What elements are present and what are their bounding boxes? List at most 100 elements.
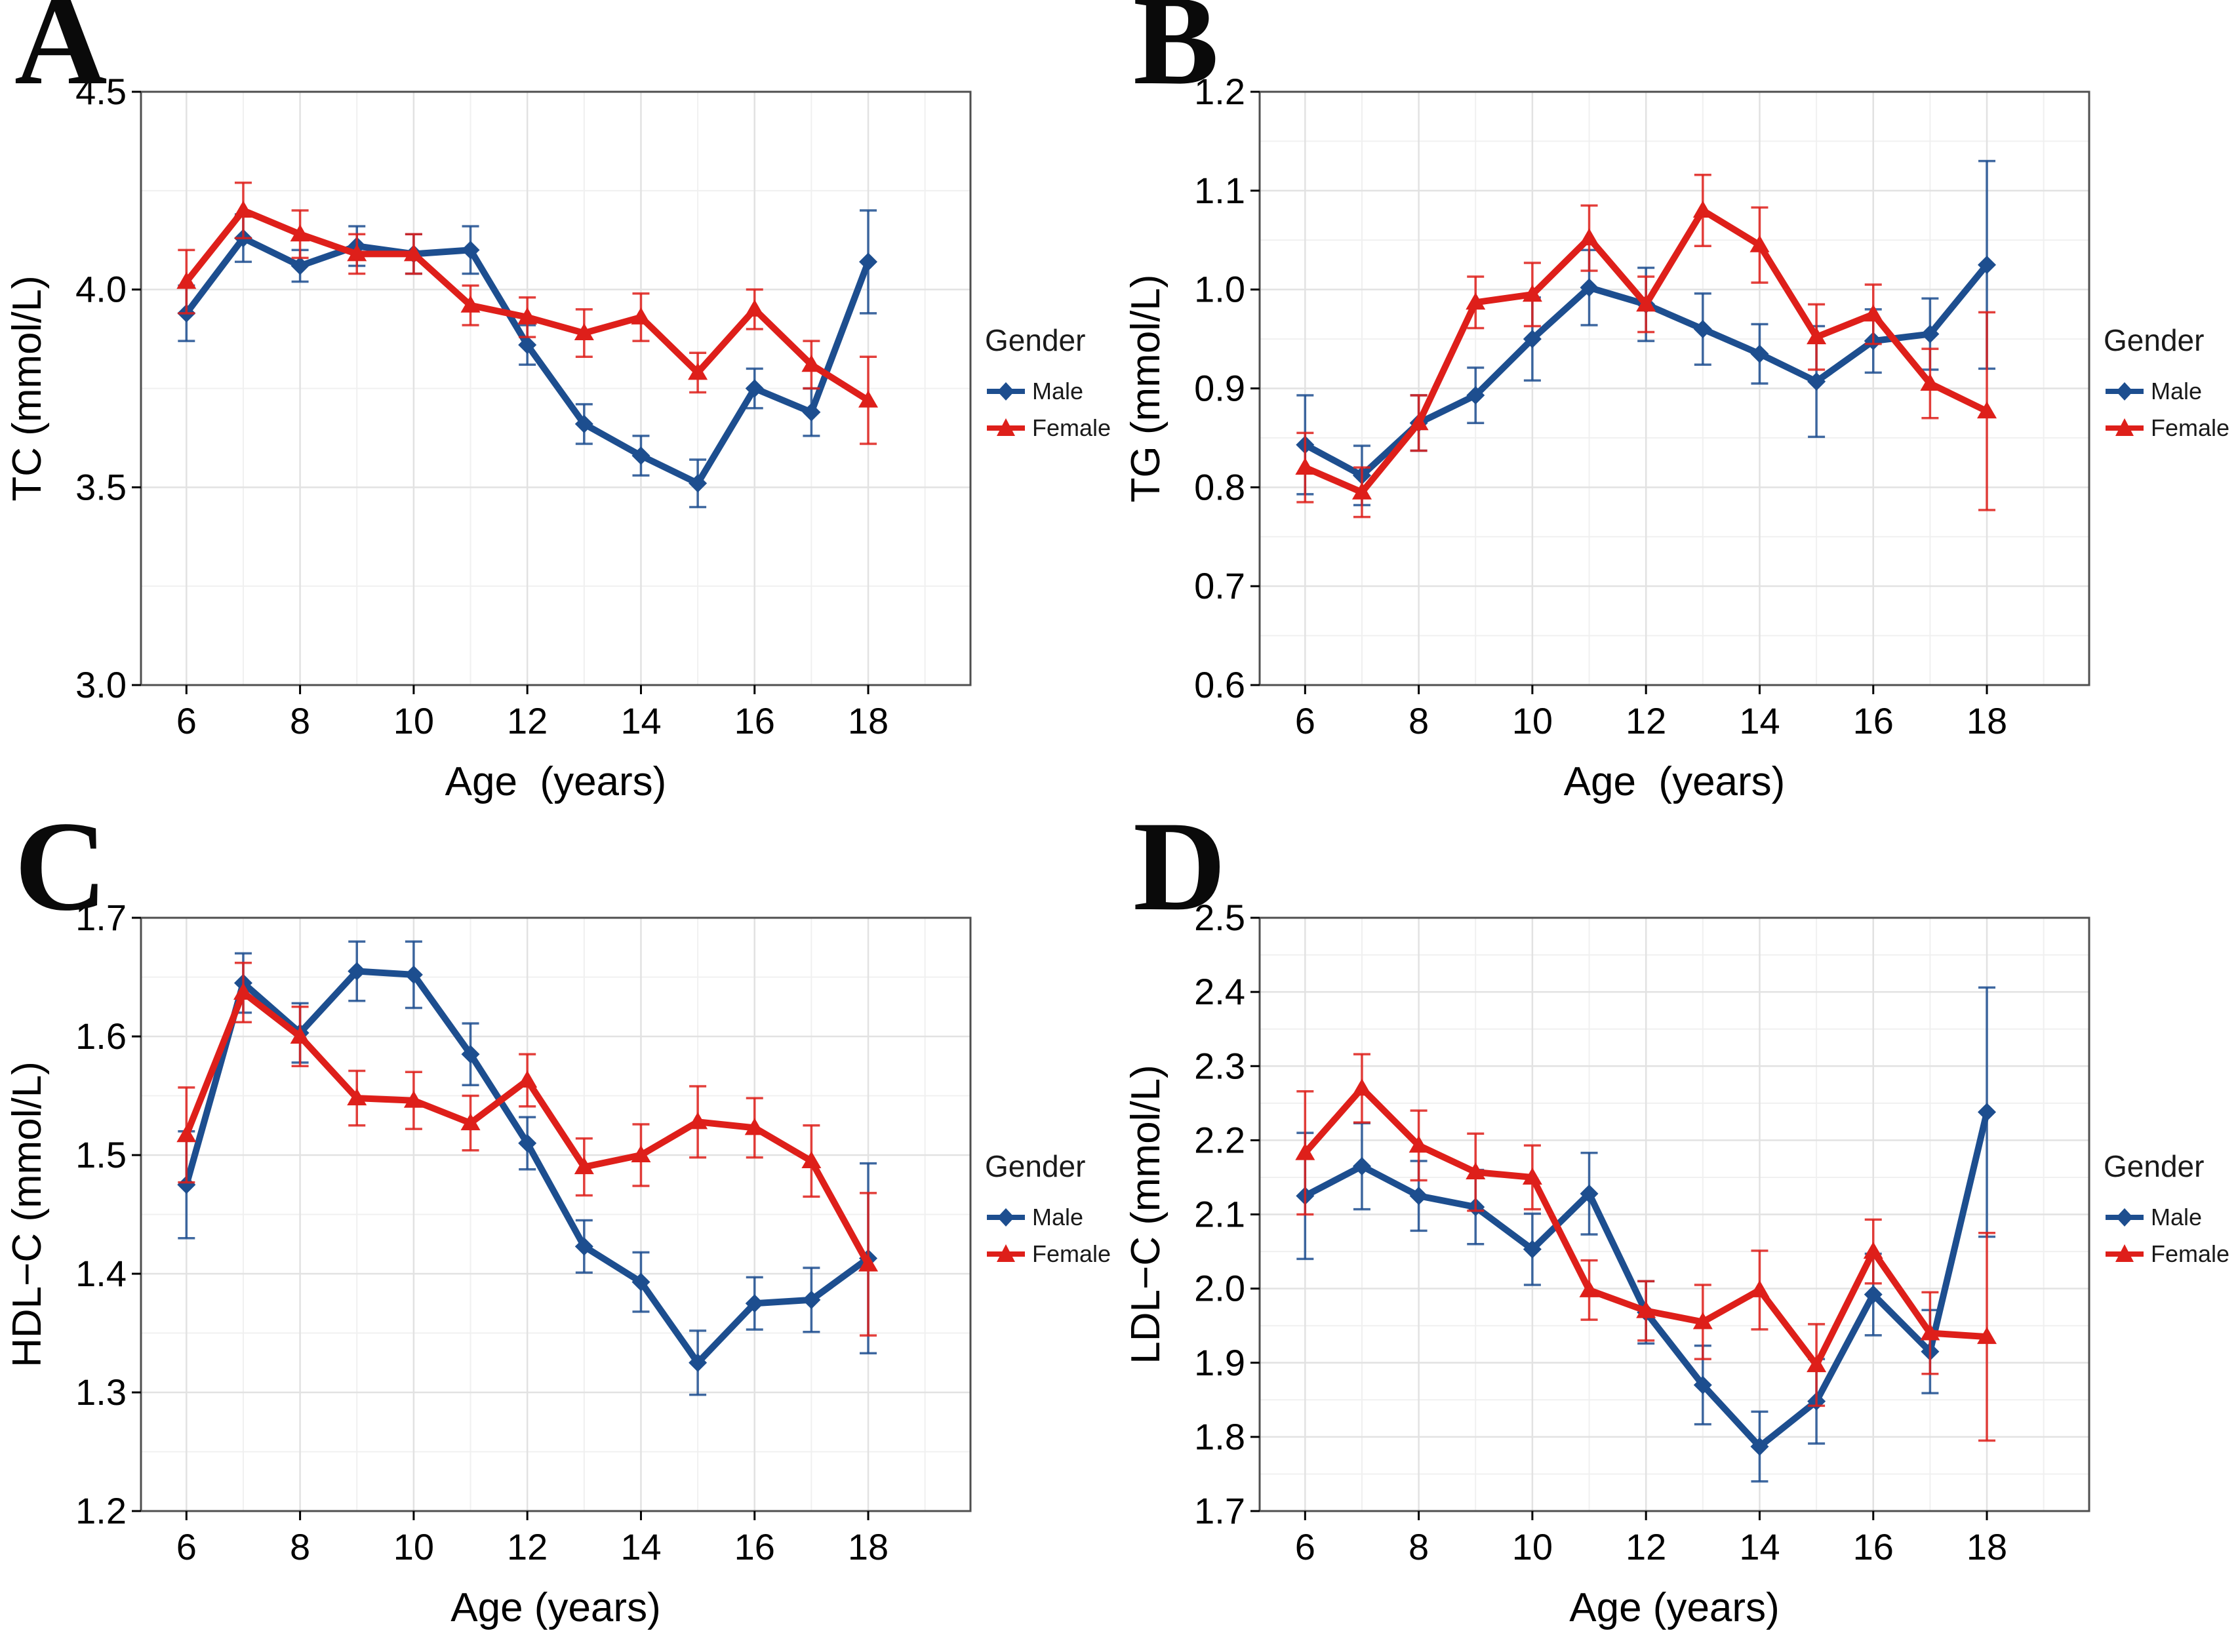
tc-chart: 6 8 10 12 14 16 18 3.0 3.5 4.0 4.5 Age (years) TC (m… <box>5 71 972 804</box>
svg-text:16: 16 <box>734 700 775 741</box>
male-line-diamond-icon <box>987 382 1025 401</box>
svg-text:1.4: 1.4 <box>75 1253 127 1294</box>
svg-text:18: 18 <box>848 700 889 741</box>
svg-text:2.3: 2.3 <box>1194 1045 1245 1086</box>
x-axis-ticks <box>1304 685 1988 694</box>
svg-text:1.2: 1.2 <box>1194 71 1245 112</box>
panel-d-letter: D <box>1133 795 1226 937</box>
svg-text:0.9: 0.9 <box>1194 368 1245 409</box>
svg-text:6: 6 <box>176 1526 197 1567</box>
svg-text:1.5: 1.5 <box>75 1134 127 1175</box>
svg-text:2.0: 2.0 <box>1194 1268 1245 1309</box>
x-tick-labels: 6 8 10 12 14 16 18 <box>1295 700 2007 741</box>
svg-text:14: 14 <box>620 700 661 741</box>
legend-item-male: Male <box>2104 1204 2229 1231</box>
legend-female-label: Female <box>2151 1240 2230 1267</box>
y-tick-labels: 3.0 3.5 4.0 4.5 <box>75 71 127 705</box>
svg-text:1.7: 1.7 <box>1194 1490 1245 1531</box>
svg-text:16: 16 <box>1853 1526 1894 1567</box>
tg-chart: 6 8 10 12 14 16 18 0.6 0.7 0.8 0.9 1.0 1.1 1.2 Age (ye… <box>1123 71 2090 804</box>
x-axis-title: Age (years) <box>1564 759 1786 804</box>
panel-a-letter: A <box>14 0 108 111</box>
panel-b: B 6 8 10 12 14 16 18 0.6 0.7 0.8 0.9 1.0 1.1 1.2 Age (… <box>1119 0 2238 826</box>
x-axis-title: Age (years) <box>1569 1585 1779 1630</box>
x-tick-labels: 6 8 10 12 14 16 18 <box>1295 1526 2007 1567</box>
male-line-diamond-icon <box>987 1208 1025 1227</box>
y-tick-labels: 1.7 1.8 1.9 2.0 2.1 2.2 2.3 2.4 2.5 <box>1194 897 1245 1531</box>
svg-text:1.9: 1.9 <box>1194 1342 1245 1383</box>
y-axis-ticks <box>132 916 141 1512</box>
svg-text:0.6: 0.6 <box>1194 664 1245 705</box>
svg-text:10: 10 <box>1512 700 1553 741</box>
svg-text:1.8: 1.8 <box>1194 1416 1245 1457</box>
hdl-chart: 6 8 10 12 14 16 18 1.2 1.3 1.4 1.5 1.6 1.7 Age (years… <box>5 897 972 1630</box>
legend-title: Gender <box>2104 323 2205 357</box>
gender-legend: Gender Male Female <box>985 1149 1111 1277</box>
svg-text:6: 6 <box>176 700 197 741</box>
svg-text:14: 14 <box>1739 1526 1780 1567</box>
svg-text:3.5: 3.5 <box>75 466 127 507</box>
svg-text:8: 8 <box>1409 1526 1429 1567</box>
panel-c: C 6 8 10 12 14 16 18 1.2 1.3 1.4 1.5 1.6 1.7 Age (yea… <box>0 802 1119 1652</box>
legend-female-label: Female <box>1032 1240 1111 1267</box>
panel-a: A 6 8 10 12 14 16 18 3.0 3.5 4.0 4.5 Age (years) TC … <box>0 0 1119 826</box>
male-line-diamond-icon <box>2106 1208 2144 1227</box>
legend-male-label: Male <box>1032 1204 1084 1230</box>
legend-item-female: Female <box>985 414 1111 442</box>
x-tick-labels: 6 8 10 12 14 16 18 <box>176 700 889 741</box>
legend-item-female: Female <box>2104 414 2229 442</box>
svg-text:12: 12 <box>507 1526 548 1567</box>
svg-text:6: 6 <box>1295 1526 1315 1567</box>
series-female-markers <box>176 983 879 1272</box>
svg-text:12: 12 <box>1626 1526 1666 1567</box>
panel-d: D 6 8 10 12 14 16 18 1.7 1.8 1.9 2.0 2.1 2.2 2.3 2.4 2.… <box>1119 802 2238 1652</box>
svg-text:18: 18 <box>848 1526 889 1567</box>
svg-text:18: 18 <box>1967 700 2007 741</box>
svg-text:1.0: 1.0 <box>1194 269 1245 310</box>
panel-border <box>140 916 972 1512</box>
svg-text:14: 14 <box>1739 700 1780 741</box>
panel-c-letter: C <box>14 795 108 937</box>
x-axis-title: Age (years) <box>445 759 667 804</box>
legend-item-female: Female <box>985 1240 1111 1268</box>
grid-major <box>1260 90 2089 686</box>
svg-text:14: 14 <box>620 1526 661 1567</box>
svg-text:1.7: 1.7 <box>75 897 127 938</box>
y-axis-title: LDL−C (mmol/L) <box>1123 1065 1169 1364</box>
gender-legend: Gender Male Female <box>985 323 1111 451</box>
series-female-markers <box>1295 1078 1997 1373</box>
x-axis-title: Age (years) <box>450 1585 660 1630</box>
ldl-chart: 6 8 10 12 14 16 18 1.7 1.8 1.9 2.0 2.1 2.2 2.3 2.4 2.5 A… <box>1123 897 2090 1630</box>
svg-text:10: 10 <box>393 700 434 741</box>
legend-male-label: Male <box>2151 378 2203 404</box>
svg-text:12: 12 <box>507 700 548 741</box>
x-tick-labels: 6 8 10 12 14 16 18 <box>176 1526 889 1567</box>
y-axis-ticks <box>1250 90 1260 686</box>
y-axis-ticks <box>1250 916 1260 1512</box>
svg-text:1.2: 1.2 <box>75 1490 127 1531</box>
svg-text:3.0: 3.0 <box>75 664 127 705</box>
legend-title: Gender <box>985 323 1086 357</box>
male-line-diamond-icon <box>2106 382 2144 401</box>
female-line-triangle-icon <box>2106 418 2144 436</box>
legend-item-male: Male <box>2104 378 2229 405</box>
legend-female-label: Female <box>1032 414 1111 441</box>
svg-text:2.5: 2.5 <box>1194 897 1245 938</box>
female-line-triangle-icon <box>987 418 1025 436</box>
svg-text:16: 16 <box>734 1526 775 1567</box>
y-axis-title: HDL−C (mmol/L) <box>5 1061 50 1367</box>
svg-text:0.7: 0.7 <box>1194 565 1245 606</box>
svg-text:4.5: 4.5 <box>75 71 127 112</box>
svg-text:16: 16 <box>1853 700 1894 741</box>
svg-text:1.3: 1.3 <box>75 1371 127 1413</box>
svg-text:0.8: 0.8 <box>1194 466 1245 507</box>
y-axis-title: TG (mmol/L) <box>1123 275 1169 503</box>
legend-female-label: Female <box>2151 414 2230 441</box>
legend-male-label: Male <box>2151 1204 2203 1230</box>
x-axis-ticks <box>185 1511 869 1520</box>
series-female-markers <box>1295 201 1997 500</box>
legend-title: Gender <box>2104 1149 2205 1183</box>
grid-minor <box>141 918 970 1511</box>
svg-text:4.0: 4.0 <box>75 269 127 310</box>
